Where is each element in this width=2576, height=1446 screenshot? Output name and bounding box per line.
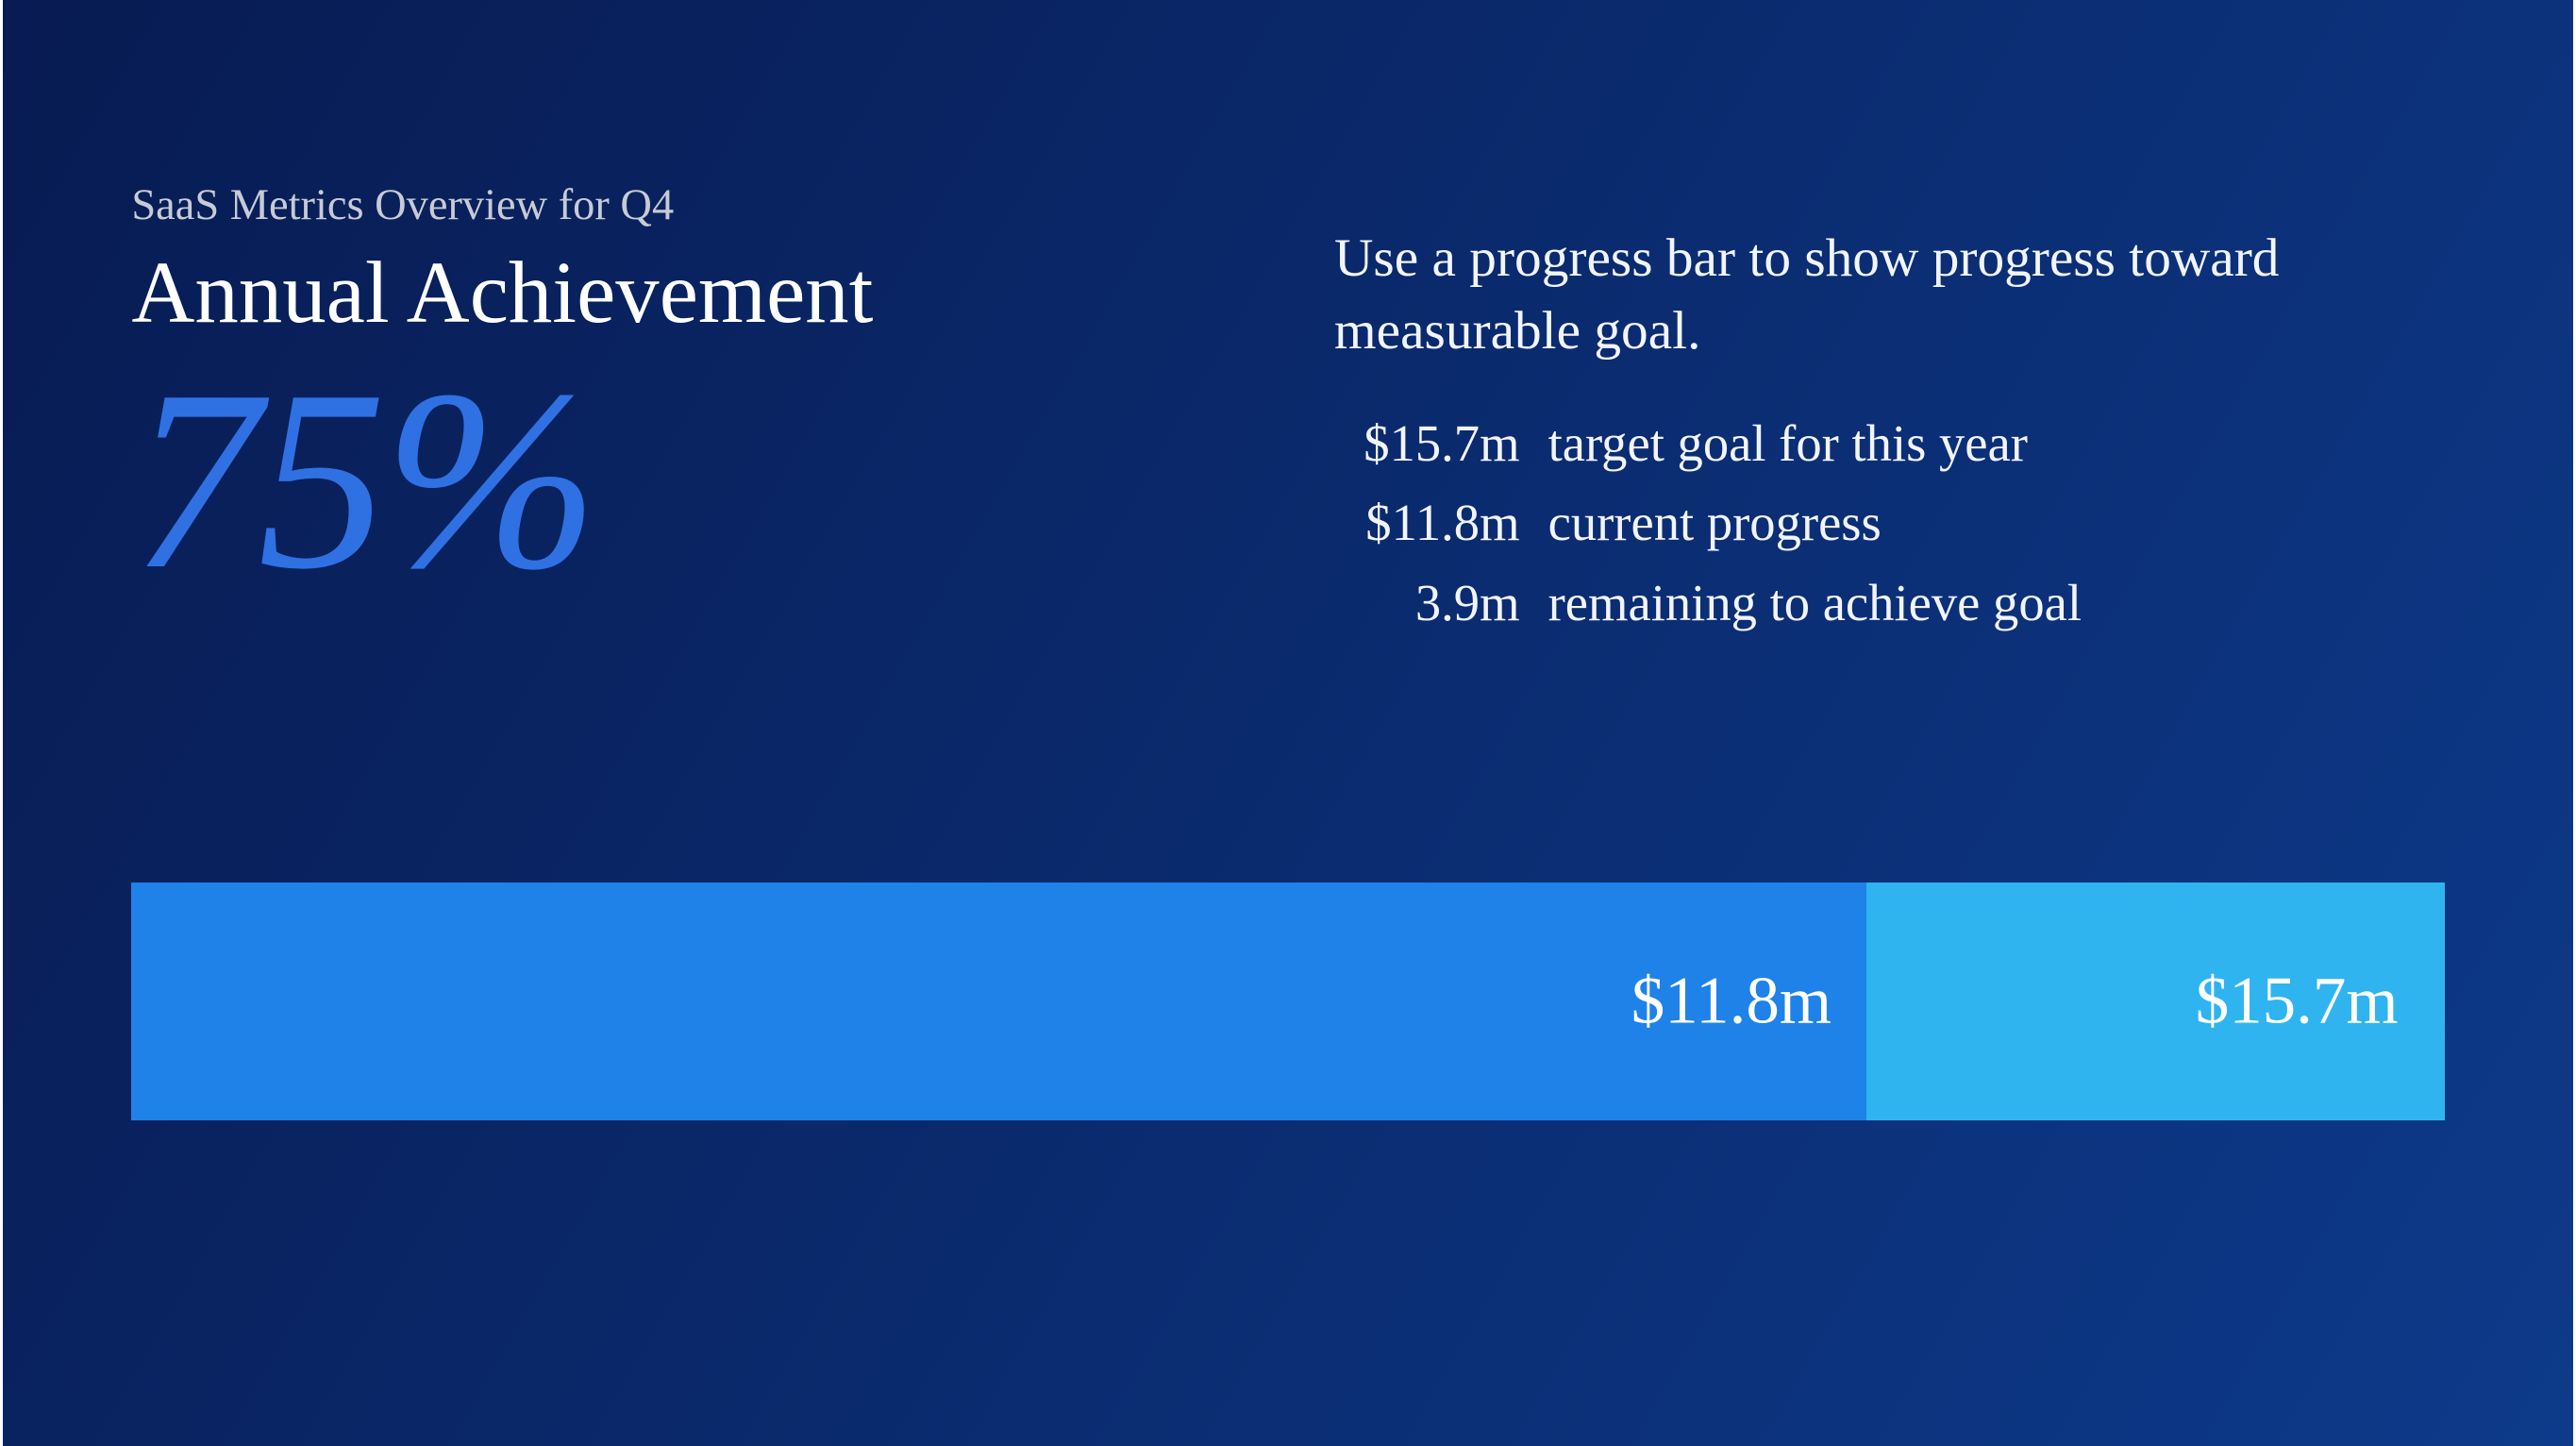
progress-bar-fill: $11.8m	[131, 883, 1865, 1121]
stat-row-current: $11.8m current progress	[1334, 483, 2445, 563]
stat-label: current progress	[1548, 483, 1882, 563]
stat-row-target: $15.7m target goal for this year	[1334, 404, 2445, 484]
stat-label: target goal for this year	[1548, 404, 2028, 484]
right-column: Use a progress bar to show progress towa…	[1334, 180, 2445, 644]
stats-list: $15.7m target goal for this year $11.8m …	[1334, 404, 2445, 644]
stat-value: $11.8m	[1334, 483, 1548, 563]
subtitle: SaaS Metrics Overview for Q4	[131, 180, 1242, 230]
stat-row-remaining: 3.9m remaining to achieve goal	[1334, 563, 2445, 644]
left-column: SaaS Metrics Overview for Q4 Annual Achi…	[131, 180, 1242, 610]
slide-inner: SaaS Metrics Overview for Q4 Annual Achi…	[3, 0, 2573, 1446]
stat-value: 3.9m	[1334, 563, 1548, 644]
progress-bar-track: $15.7m $11.8m	[131, 883, 2444, 1121]
description: Use a progress bar to show progress towa…	[1334, 222, 2445, 368]
slide: SaaS Metrics Overview for Q4 Annual Achi…	[3, 0, 2573, 1446]
stat-label: remaining to achieve goal	[1548, 563, 2082, 644]
top-section: SaaS Metrics Overview for Q4 Annual Achi…	[131, 180, 2444, 644]
stat-value: $15.7m	[1334, 404, 1548, 484]
progress-bar-target-label: $15.7m	[2196, 963, 2399, 1039]
progress-bar-current-label: $11.8m	[1631, 963, 1832, 1039]
achievement-percent: 75%	[131, 352, 1242, 610]
progress-bar: $15.7m $11.8m	[131, 883, 2444, 1121]
page-title: Annual Achievement	[131, 245, 1242, 342]
